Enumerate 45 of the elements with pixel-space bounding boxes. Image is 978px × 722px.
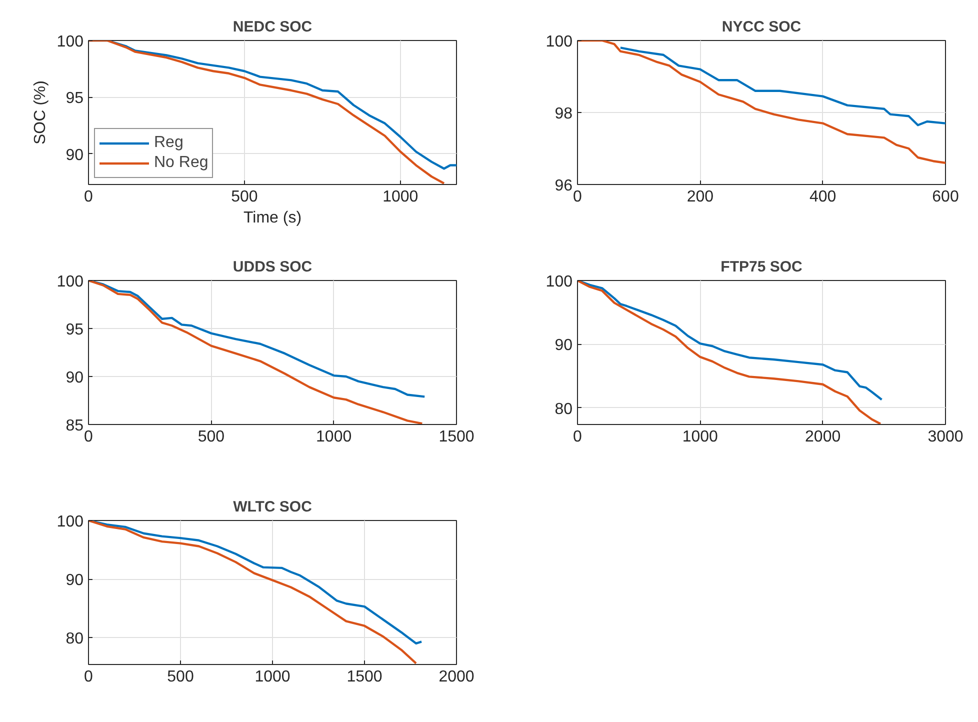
y-tick-label: 80 (554, 400, 573, 418)
y-tick-label: 100 (56, 274, 84, 290)
y-tick-label: 85 (66, 418, 84, 434)
y-tick-label: 90 (66, 370, 84, 386)
y-tick-label: 95 (66, 90, 84, 108)
x-tick-label: 1500 (346, 668, 382, 686)
chart-title: UDDS SOC (232, 258, 312, 276)
x-tick-label: 600 (932, 188, 959, 206)
y-tick-label: 100 (56, 34, 84, 50)
x-tick-label: 200 (686, 188, 714, 206)
chart-title: NEDC SOC (232, 18, 312, 36)
x-tick-label: 2000 (438, 668, 474, 686)
legend-label: No Reg (154, 154, 208, 172)
x-tick-label: 0 (84, 428, 94, 446)
legend-label: Reg (154, 134, 184, 152)
x-tick-label: 1000 (316, 428, 352, 446)
x-tick-label: 500 (198, 428, 225, 446)
x-tick-label: 500 (231, 188, 258, 206)
y-tick-label: 98 (554, 106, 573, 122)
x-tick-label: 3000 (928, 428, 964, 446)
x-tick-label: 1000 (682, 428, 718, 446)
x-tick-label: 0 (84, 188, 94, 206)
y-tick-label: 100 (546, 274, 573, 290)
x-tick-label: 400 (809, 188, 836, 206)
y-tick-label: 80 (66, 630, 84, 648)
x-tick-label: 1500 (438, 428, 474, 446)
y-tick-label: 90 (554, 337, 573, 354)
x-tick-label: 0 (84, 668, 94, 686)
chart-title: NYCC SOC (722, 18, 802, 36)
y-tick-label: 100 (56, 514, 84, 530)
x-tick-label: 500 (167, 668, 194, 686)
x-tick-label: 0 (573, 428, 582, 446)
y-tick-label: 100 (546, 34, 573, 50)
x-axis-title: Time (s) (243, 210, 302, 226)
chart-title: FTP75 SOC (720, 258, 803, 276)
y-tick-label: 96 (554, 178, 573, 194)
chart-title: WLTC SOC (233, 498, 312, 516)
x-tick-label: 1000 (254, 668, 290, 686)
x-tick-label: 2000 (805, 428, 841, 446)
y-tick-label: 95 (66, 322, 84, 338)
x-tick-label: 0 (573, 188, 582, 206)
y-axis-title: SOC (%) (32, 80, 49, 144)
x-tick-label: 1000 (382, 188, 418, 206)
y-tick-label: 90 (66, 572, 84, 590)
y-tick-label: 90 (66, 146, 84, 164)
